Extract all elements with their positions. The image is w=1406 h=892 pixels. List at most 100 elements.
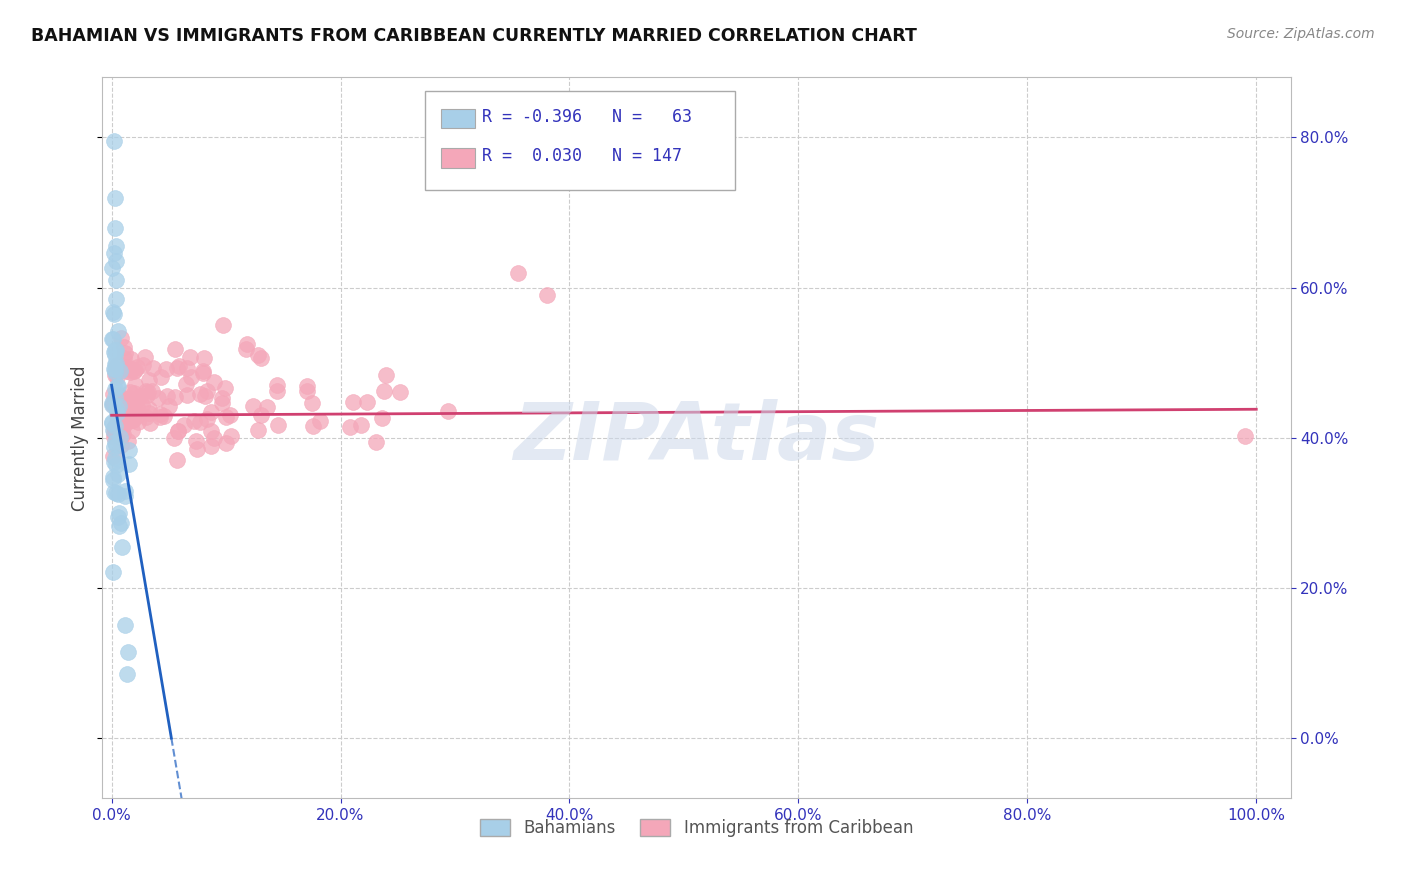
Point — [112, 351, 135, 366]
Point — [200, 405, 222, 419]
Point — [195, 412, 218, 426]
Point — [105, 356, 128, 370]
Point — [107, 403, 129, 417]
Point — [114, 417, 136, 431]
Point — [101, 332, 124, 346]
Point — [104, 361, 127, 376]
Point — [101, 450, 124, 464]
Point — [356, 394, 378, 409]
Point — [117, 434, 139, 448]
Point — [103, 134, 125, 148]
Point — [115, 360, 138, 375]
Text: BAHAMIAN VS IMMIGRANTS FROM CARIBBEAN CURRENTLY MARRIED CORRELATION CHART: BAHAMIAN VS IMMIGRANTS FROM CARIBBEAN CU… — [31, 27, 917, 45]
Point — [155, 362, 177, 376]
Point — [235, 342, 257, 356]
Point — [124, 363, 146, 377]
Point — [112, 403, 135, 417]
Point — [114, 409, 136, 423]
Point — [138, 401, 160, 416]
Point — [167, 424, 190, 438]
Point — [153, 409, 176, 423]
Point — [166, 453, 188, 467]
Point — [127, 415, 149, 429]
Point — [163, 431, 186, 445]
Point — [174, 376, 197, 391]
Point — [107, 510, 129, 524]
Point — [105, 358, 128, 372]
Point — [156, 389, 179, 403]
Point — [104, 382, 127, 396]
Point — [118, 365, 141, 379]
Point — [104, 365, 127, 379]
Point — [103, 485, 125, 500]
Point — [111, 422, 134, 436]
Point — [256, 400, 278, 414]
Point — [108, 400, 131, 414]
Point — [103, 455, 125, 469]
Point — [108, 430, 131, 444]
Point — [436, 404, 458, 418]
Point — [191, 366, 214, 380]
Point — [250, 409, 273, 423]
Point — [103, 421, 125, 435]
Point — [107, 416, 129, 430]
Point — [266, 384, 288, 398]
Point — [221, 429, 243, 443]
Point — [195, 384, 218, 399]
Legend: Bahamians, Immigrants from Caribbean: Bahamians, Immigrants from Caribbean — [472, 813, 920, 844]
Point — [112, 399, 135, 413]
Point — [101, 473, 124, 487]
Point — [127, 360, 149, 375]
Point — [200, 424, 222, 438]
Point — [112, 340, 135, 354]
Point — [138, 373, 160, 387]
Point — [122, 400, 145, 414]
Point — [105, 254, 128, 268]
Point — [136, 384, 159, 399]
Point — [115, 364, 138, 378]
Point — [211, 391, 233, 405]
Point — [122, 411, 145, 425]
Y-axis label: Currently Married: Currently Married — [72, 365, 89, 510]
Point — [121, 392, 143, 407]
Point — [101, 396, 124, 410]
Point — [103, 430, 125, 444]
Point — [176, 361, 198, 376]
Point — [132, 359, 155, 373]
Point — [108, 387, 131, 401]
Point — [107, 389, 129, 403]
Point — [176, 388, 198, 402]
Point — [165, 342, 187, 356]
Point — [506, 266, 529, 280]
Point — [122, 412, 145, 426]
Point — [107, 378, 129, 392]
Point — [105, 409, 128, 423]
Point — [114, 618, 136, 632]
Point — [121, 413, 143, 427]
Point — [127, 391, 149, 405]
Point — [104, 272, 127, 286]
Point — [180, 370, 202, 384]
Point — [309, 414, 332, 428]
Point — [122, 364, 145, 378]
Point — [108, 396, 131, 410]
Point — [101, 416, 124, 430]
Point — [107, 401, 129, 415]
Point — [104, 357, 127, 371]
Point — [118, 442, 141, 457]
Point — [149, 369, 172, 384]
Point — [112, 427, 135, 442]
Point — [136, 388, 159, 402]
Point — [266, 378, 288, 392]
Point — [104, 220, 127, 235]
Point — [246, 348, 269, 362]
Point — [101, 415, 124, 429]
Point — [103, 470, 125, 484]
Point — [104, 292, 127, 306]
Point — [342, 395, 364, 409]
Point — [101, 398, 124, 412]
Point — [117, 391, 139, 405]
Point — [124, 378, 146, 392]
Point — [242, 399, 264, 413]
Text: ZIPAtlas: ZIPAtlas — [513, 399, 880, 477]
